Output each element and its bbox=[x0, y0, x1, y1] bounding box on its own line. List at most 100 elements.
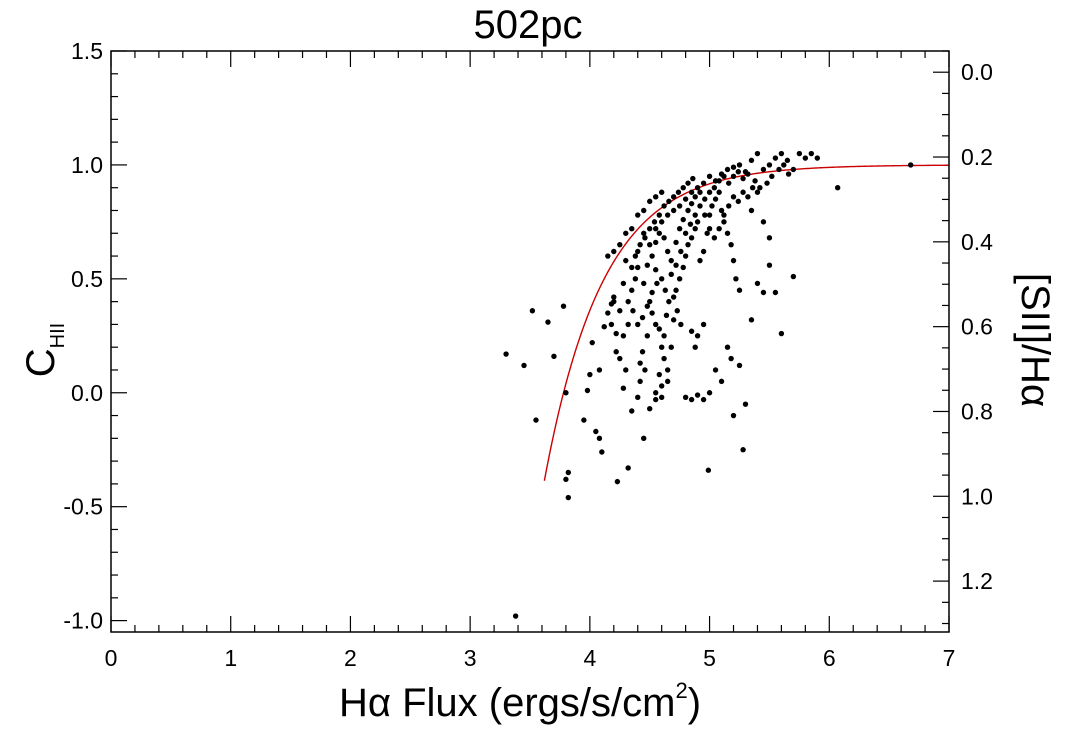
data-point bbox=[658, 189, 665, 195]
data-point bbox=[601, 323, 607, 330]
fit-curve bbox=[543, 164, 949, 481]
data-point bbox=[587, 371, 593, 378]
data-point bbox=[728, 355, 734, 362]
data-point bbox=[635, 394, 641, 401]
data-point bbox=[700, 248, 707, 255]
data-point bbox=[688, 235, 695, 241]
data-point bbox=[593, 428, 599, 435]
data-point bbox=[726, 203, 732, 209]
data-point bbox=[629, 226, 635, 232]
data-point bbox=[766, 262, 773, 268]
data-point bbox=[736, 287, 743, 293]
data-point bbox=[533, 417, 539, 423]
data-point bbox=[635, 321, 641, 328]
data-point bbox=[678, 248, 684, 255]
data-point bbox=[670, 194, 677, 200]
data-point bbox=[637, 378, 643, 385]
data-point bbox=[629, 408, 635, 414]
data-point bbox=[623, 257, 629, 264]
data-point bbox=[730, 194, 737, 200]
data-point bbox=[834, 185, 841, 191]
data-point bbox=[726, 180, 732, 186]
data-point bbox=[769, 173, 775, 180]
data-point bbox=[644, 303, 651, 309]
data-point bbox=[694, 185, 701, 191]
data-point bbox=[742, 401, 749, 407]
data-point bbox=[685, 207, 691, 214]
x-tick-label: 5 bbox=[703, 645, 716, 671]
data-point bbox=[790, 166, 797, 173]
data-point bbox=[718, 207, 725, 214]
data-point bbox=[629, 287, 635, 293]
data-point bbox=[656, 371, 662, 378]
data-point bbox=[653, 321, 659, 328]
data-point bbox=[661, 355, 667, 362]
data-point bbox=[623, 230, 629, 236]
data-point bbox=[721, 173, 727, 180]
data-point bbox=[704, 230, 710, 236]
data-point bbox=[653, 226, 659, 232]
data-point bbox=[778, 330, 785, 337]
data-point bbox=[685, 241, 691, 248]
data-point bbox=[641, 435, 647, 442]
data-point bbox=[752, 178, 758, 184]
data-point bbox=[637, 241, 643, 248]
data-point bbox=[754, 189, 761, 195]
data-point bbox=[673, 239, 679, 246]
chart-title: 502pc bbox=[474, 3, 583, 47]
data-point bbox=[697, 203, 703, 209]
data-point bbox=[661, 333, 667, 339]
data-point bbox=[670, 207, 677, 214]
data-point bbox=[754, 280, 761, 287]
data-point bbox=[605, 310, 611, 316]
data-point bbox=[760, 219, 767, 225]
data-point bbox=[676, 203, 683, 209]
data-point bbox=[608, 321, 615, 328]
data-point bbox=[682, 230, 689, 236]
data-point bbox=[736, 362, 743, 369]
data-point bbox=[658, 383, 665, 389]
data-point bbox=[653, 194, 659, 200]
data-point bbox=[697, 189, 703, 195]
data-point bbox=[694, 219, 701, 225]
data-point bbox=[724, 166, 731, 173]
data-point bbox=[596, 435, 603, 442]
data-point bbox=[692, 226, 698, 232]
data-point bbox=[740, 175, 746, 182]
data-point bbox=[664, 367, 671, 373]
data-point bbox=[630, 308, 636, 314]
plot-frame bbox=[110, 50, 950, 633]
data-point bbox=[673, 287, 679, 293]
data-point bbox=[688, 328, 695, 334]
y-tick-label: 1.5 bbox=[71, 38, 103, 64]
data-point bbox=[565, 469, 572, 476]
x-axis-title: Hα Flux (ergs/s/cm2) bbox=[339, 678, 701, 725]
data-point bbox=[563, 390, 569, 396]
data-point bbox=[596, 367, 603, 373]
data-point bbox=[632, 276, 639, 282]
data-point bbox=[649, 253, 655, 259]
data-point bbox=[664, 212, 671, 218]
data-point bbox=[653, 396, 659, 403]
data-point bbox=[740, 447, 746, 453]
data-point bbox=[706, 189, 713, 195]
data-point bbox=[620, 333, 627, 339]
data-point bbox=[700, 396, 707, 403]
data-point bbox=[623, 367, 629, 373]
data-point bbox=[728, 241, 734, 248]
data-point bbox=[802, 155, 809, 161]
data-point bbox=[730, 173, 737, 180]
data-point bbox=[730, 164, 737, 170]
data-point bbox=[545, 319, 551, 325]
data-point bbox=[680, 264, 686, 271]
data-point bbox=[716, 189, 722, 195]
data-point bbox=[670, 294, 677, 300]
data-point bbox=[589, 339, 595, 346]
data-point bbox=[654, 280, 660, 287]
data-point bbox=[663, 312, 670, 318]
data-point bbox=[721, 219, 727, 225]
data-point bbox=[730, 257, 737, 264]
data-point bbox=[712, 367, 719, 373]
data-point bbox=[716, 226, 722, 232]
data-point bbox=[697, 257, 703, 264]
